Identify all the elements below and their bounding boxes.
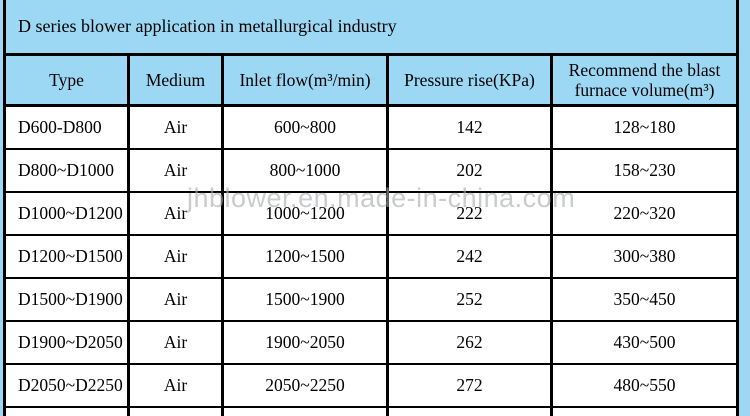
cell-type: D1200~D1500 [6, 236, 130, 277]
cell-pressure-rise: 222 [389, 193, 553, 234]
header-inlet-flow: Inlet flow(m³/min) [224, 56, 389, 104]
cell-furnace-volume: 158~230 [613, 160, 676, 180]
header-type: Type [6, 56, 130, 104]
cell-medium: Air [130, 150, 224, 191]
cell-furnace-volume: 220~320 [613, 203, 676, 223]
cell-pressure-rise: 252 [389, 279, 553, 320]
table-row: D1500~D1900 Air 1500~1900 252 350~450 [6, 279, 736, 322]
cell-pressure-rise: 262 [389, 322, 553, 363]
cell-medium: Air [130, 322, 224, 363]
table-row: D600-D800 Air 600~800 142 128~180 [6, 107, 736, 150]
cell-pressure-rise: 272 [389, 365, 553, 406]
cell-furnace-volume: 300~380 [613, 246, 676, 266]
cell-type: D1500~D1900 [6, 279, 130, 320]
table-row: D2050~D2250 Air 2050~2250 272 480~550 [6, 365, 736, 408]
header-furnace-volume: Recommend the blast furnace volume(m³) [568, 60, 721, 100]
cell-furnace-volume: 480~550 [613, 375, 676, 395]
cell-inlet-flow: 2050~2250 [224, 365, 389, 406]
table-header-row: Type Medium Inlet flow(m³/min) Pressure … [6, 56, 736, 107]
cell-medium: Air [130, 107, 224, 148]
cell-furnace-volume: 430~500 [613, 332, 676, 352]
cell-furnace-volume: 350~450 [613, 289, 676, 309]
header-medium: Medium [130, 56, 224, 104]
cell-type: D800~D1000 [6, 150, 130, 191]
cell-pressure-rise: 202 [389, 150, 553, 191]
table-row: D1000~D1200 Air 1000~1200 222 220~320 [6, 193, 736, 236]
cell-pressure-rise: 142 [389, 107, 553, 148]
spec-table: D series blower application in metallurg… [3, 0, 739, 416]
cell-furnace-volume: 128~180 [613, 117, 676, 137]
cell-inlet-flow: 600~800 [224, 107, 389, 148]
table-row: D800~D1000 Air 800~1000 202 158~230 [6, 150, 736, 193]
table-row-partial [6, 408, 736, 416]
cell-inlet-flow: 1900~2050 [224, 322, 389, 363]
cell-inlet-flow: 1000~1200 [224, 193, 389, 234]
cell-medium: Air [130, 236, 224, 277]
cell-inlet-flow: 1500~1900 [224, 279, 389, 320]
table-row: D1900~D2050 Air 1900~2050 262 430~500 [6, 322, 736, 365]
header-pressure-rise: Pressure rise(KPa) [389, 56, 553, 104]
cell-type: D2050~D2250 [6, 365, 130, 406]
cell-medium: Air [130, 365, 224, 406]
cell-pressure-rise: 242 [389, 236, 553, 277]
cell-type: D1900~D2050 [6, 322, 130, 363]
table-title-bar: D series blower application in metallurg… [6, 0, 736, 56]
table-title: D series blower application in metallurg… [18, 16, 397, 36]
cell-medium: Air [130, 193, 224, 234]
cell-inlet-flow: 1200~1500 [224, 236, 389, 277]
cell-inlet-flow: 800~1000 [224, 150, 389, 191]
cell-medium: Air [130, 279, 224, 320]
cell-type: D600-D800 [6, 107, 130, 148]
table-row: D1200~D1500 Air 1200~1500 242 300~380 [6, 236, 736, 279]
cell-type: D1000~D1200 [6, 193, 130, 234]
